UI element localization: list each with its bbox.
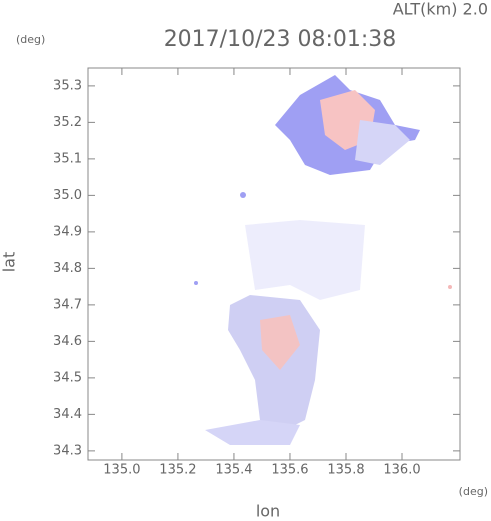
y-tick-label: 34.9 — [53, 224, 82, 239]
echo-region — [240, 192, 246, 198]
y-tick-label: 34.8 — [53, 261, 82, 276]
y-unit: (deg) — [16, 33, 45, 46]
x-tick-label: 135.2 — [159, 463, 196, 478]
y-tick-label: 34.6 — [53, 334, 82, 349]
y-tick-label: 35.3 — [53, 78, 82, 93]
echo-region — [260, 315, 300, 370]
y-tick-label: 34.4 — [53, 407, 82, 422]
altitude-label: ALT(km) 2.0 — [393, 0, 488, 19]
chart-title: 2017/10/23 08:01:38 — [164, 27, 397, 52]
x-tick-label: 135.6 — [271, 463, 308, 478]
echo-region — [245, 220, 365, 300]
y-axis-label: lat — [0, 252, 19, 273]
x-unit: (deg) — [459, 485, 488, 498]
y-tick-label: 35.2 — [53, 115, 82, 130]
echo-region — [205, 420, 300, 445]
x-tick-label: 136.0 — [383, 463, 420, 478]
plot-frame — [87, 67, 461, 461]
x-tick-label: 135.0 — [103, 463, 140, 478]
y-tick-label: 35.0 — [53, 188, 82, 203]
y-tick-label: 34.7 — [53, 297, 82, 312]
echo-region — [355, 120, 410, 165]
y-tick-label: 35.1 — [53, 151, 82, 166]
y-tick-label: 34.3 — [53, 443, 82, 458]
echo-regions — [194, 75, 452, 445]
echo-region — [194, 281, 198, 285]
echo-region — [448, 285, 452, 289]
x-tick-label: 135.8 — [327, 463, 364, 478]
x-tick-label: 135.4 — [215, 463, 252, 478]
x-axis-label: lon — [256, 502, 280, 521]
y-tick-label: 34.5 — [53, 370, 82, 385]
